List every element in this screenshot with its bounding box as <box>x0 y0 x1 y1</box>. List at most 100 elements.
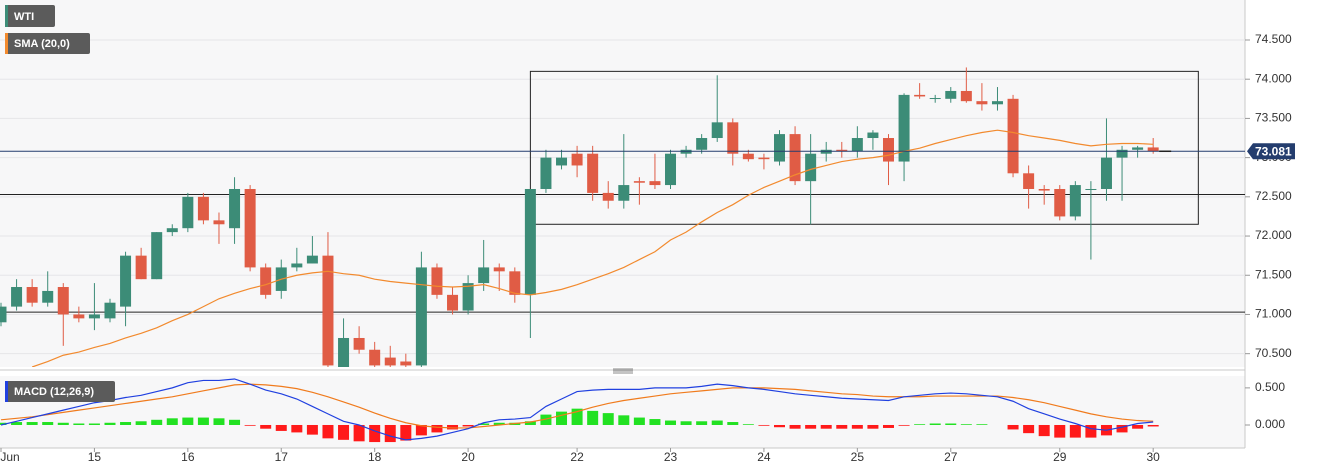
panel-handle[interactable] <box>613 368 633 374</box>
x-tick-label: 16 <box>181 450 195 464</box>
candle-body <box>151 232 163 280</box>
histogram-bar <box>945 423 957 425</box>
y-tick-label: 72.000 <box>1255 228 1292 242</box>
candle-body <box>322 255 334 366</box>
candle-body <box>1132 147 1144 150</box>
axes: 70.50071.00071.50072.00072.50073.00073.5… <box>0 32 1295 464</box>
histogram-bar <box>540 414 552 425</box>
x-tick-label: 15 <box>88 450 102 464</box>
candle-body <box>509 271 521 295</box>
histogram-bar <box>229 419 241 425</box>
candle-body <box>1023 173 1035 189</box>
candle-body <box>960 90 972 102</box>
candle-body <box>415 267 427 366</box>
candle-body <box>914 94 926 97</box>
candle-body <box>882 138 894 162</box>
histogram-bar <box>665 420 677 425</box>
legend-macd[interactable]: MACD (12,26,9) <box>5 381 115 402</box>
candle-body <box>991 101 1003 105</box>
histogram-bar <box>898 424 910 426</box>
candle-body <box>898 94 910 162</box>
x-tick-label: 17 <box>275 450 289 464</box>
histogram-bar <box>26 422 38 425</box>
histogram-bar <box>742 424 754 425</box>
histogram-bar <box>213 418 225 425</box>
candle-body <box>166 228 178 233</box>
histogram-bar <box>369 424 381 443</box>
histogram-bar <box>618 415 630 425</box>
histogram-bar <box>571 408 583 425</box>
candle-body <box>711 122 723 139</box>
candle-body <box>462 283 474 311</box>
candle-body <box>1147 147 1159 152</box>
histogram-bar <box>649 419 661 425</box>
histogram-bar <box>805 424 817 429</box>
histogram-bar <box>774 424 785 428</box>
macd-plot <box>0 378 1159 443</box>
histogram-bar <box>275 424 287 431</box>
histogram-bar <box>260 424 272 429</box>
candle-body <box>649 181 661 186</box>
legend-wti[interactable]: WTI <box>5 5 55 27</box>
candle-body <box>1100 157 1112 189</box>
histogram-bar <box>88 423 100 425</box>
legend-label: SMA (20,0) <box>14 38 70 50</box>
candle-body <box>104 302 116 319</box>
histogram-bar <box>493 422 505 425</box>
histogram-bar <box>587 410 599 425</box>
histogram-bar <box>1085 424 1097 438</box>
histogram-bar <box>696 421 708 425</box>
candle-body <box>633 181 645 183</box>
candle-body <box>478 267 490 284</box>
histogram-bar <box>182 417 194 425</box>
histogram-bar <box>400 424 412 441</box>
candle-body <box>1085 188 1097 190</box>
candle-body <box>306 255 318 264</box>
candle-body <box>431 267 443 295</box>
histogram-bar <box>11 422 23 425</box>
histogram-bar <box>197 417 209 425</box>
candle-body <box>540 157 552 189</box>
candle-body <box>836 149 848 152</box>
candle-body <box>260 267 272 295</box>
histogram-bar <box>338 424 350 440</box>
candle-body <box>0 306 7 323</box>
last-price-label: 73.081 <box>1255 144 1292 158</box>
histogram-bar <box>1147 424 1159 427</box>
legend-label: MACD (12,26,9) <box>14 386 94 398</box>
histogram-bar <box>415 424 427 436</box>
histogram-bar <box>851 424 863 429</box>
histogram-bar <box>789 424 801 429</box>
candle-body <box>587 153 599 193</box>
x-tick-label: 18 <box>368 450 382 464</box>
histogram-bar <box>602 413 614 425</box>
histogram-bar <box>836 424 848 429</box>
legend-sma[interactable]: SMA (20,0) <box>5 33 90 54</box>
histogram-bar <box>447 424 459 430</box>
x-tick-label: 22 <box>570 450 584 464</box>
candle-body <box>976 101 988 105</box>
histogram-bar <box>929 423 941 425</box>
histogram-bar <box>1054 424 1066 438</box>
range-box <box>529 70 1199 225</box>
histogram-bar <box>1069 424 1081 438</box>
legend-label: WTI <box>14 11 34 23</box>
histogram-bar <box>820 424 832 429</box>
histogram-bar <box>976 424 988 425</box>
candle-body <box>42 290 54 303</box>
candle-body <box>742 153 754 160</box>
candle-body <box>213 220 225 225</box>
histogram-bar <box>711 420 723 425</box>
histogram-bar <box>1007 424 1019 430</box>
candle-body <box>353 337 365 350</box>
histogram-bar <box>353 424 365 442</box>
last-price-tag <box>1247 143 1295 160</box>
candle-body <box>73 314 85 319</box>
histogram-bar <box>960 424 972 425</box>
y-tick-label: 71.500 <box>1255 267 1292 281</box>
histogram-bar <box>42 422 54 425</box>
candle-body <box>1054 188 1066 217</box>
histogram-bar <box>244 424 256 426</box>
histogram-bar <box>135 421 147 425</box>
histogram-bar <box>867 424 879 429</box>
